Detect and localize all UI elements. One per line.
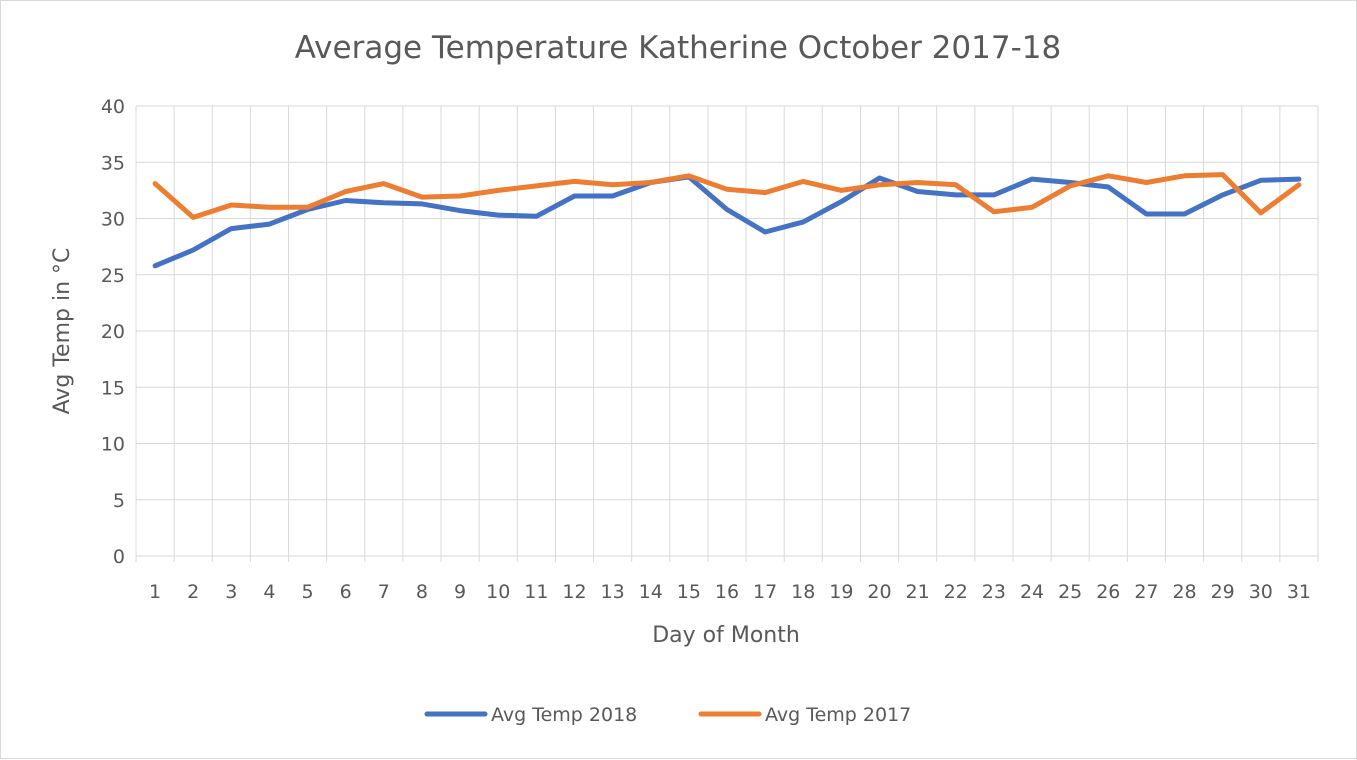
x-tick-label: 17 [753, 581, 777, 603]
x-tick-label: 19 [829, 581, 853, 603]
x-tick-label: 28 [1172, 581, 1196, 603]
x-axis-ticks: 1 2 3 4 5 6 7 8 9 10 11 12 13 14 15 16 17 18 19 20 21 22 23 24 2… [149, 581, 1311, 603]
series-lines [152, 172, 1302, 269]
x-tick-label: 30 [1249, 581, 1273, 603]
x-tick-label: 18 [791, 581, 815, 603]
y-tick-label: 35 [101, 152, 125, 174]
x-axis-label: Day of Month [652, 623, 800, 648]
x-tick-label: 3 [225, 581, 237, 603]
grid [135, 105, 1319, 562]
y-tick-label: 15 [101, 377, 125, 399]
x-tick-label: 29 [1211, 581, 1235, 603]
chart-title: Average Temperature Katherine October 20… [295, 30, 1061, 66]
y-tick-label: 20 [101, 321, 125, 343]
y-axis-ticks: 0 5 10 15 20 25 30 35 40 [101, 96, 125, 568]
legend-label-2: Avg Temp 2017 [765, 704, 911, 726]
x-tick-label: 23 [982, 581, 1006, 603]
x-tick-label: 21 [906, 581, 930, 603]
x-tick-label: 22 [944, 581, 968, 603]
x-tick-label: 13 [601, 581, 625, 603]
x-tick-label: 16 [715, 581, 739, 603]
x-tick-label: 20 [867, 581, 891, 603]
legend: Avg Temp 2018 Avg Temp 2017 [424, 704, 911, 726]
x-tick-label: 31 [1287, 581, 1311, 603]
x-tick-label: 9 [454, 581, 466, 603]
x-tick-label: 4 [263, 581, 275, 603]
x-tick-label: 5 [302, 581, 314, 603]
x-tick-label: 11 [524, 581, 548, 603]
x-tick-label: 27 [1134, 581, 1158, 603]
x-tick-label: 25 [1058, 581, 1082, 603]
y-tick-label: 0 [113, 546, 125, 568]
x-tick-label: 12 [562, 581, 586, 603]
legend-label-1: Avg Temp 2018 [491, 704, 637, 726]
y-tick-label: 5 [113, 490, 125, 512]
x-tick-label: 1 [149, 581, 161, 603]
x-tick-label: 7 [378, 581, 390, 603]
y-axis-label: Avg Temp in °C [50, 248, 75, 415]
x-tick-label: 26 [1096, 581, 1120, 603]
x-tick-label: 14 [639, 581, 663, 603]
y-tick-label: 30 [101, 209, 125, 231]
y-tick-label: 25 [101, 265, 125, 287]
x-tick-label: 15 [677, 581, 701, 603]
x-tick-label: 24 [1020, 581, 1044, 603]
x-tick-label: 6 [340, 581, 352, 603]
x-tick-label: 8 [416, 581, 428, 603]
series-line-1 [152, 174, 1302, 269]
y-tick-label: 40 [101, 96, 125, 118]
y-tick-label: 10 [101, 434, 125, 456]
series-line-2 [152, 172, 1302, 220]
x-tick-label: 10 [486, 581, 510, 603]
x-tick-label: 2 [187, 581, 199, 603]
